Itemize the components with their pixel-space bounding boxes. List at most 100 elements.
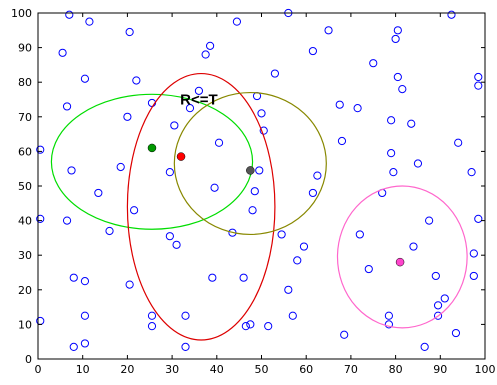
highlighted-point [246,166,255,175]
scatter-point [451,328,461,338]
scatter-point [85,17,94,26]
scatter-point [469,271,478,281]
scatter-point [125,280,134,289]
scatter-point [467,168,476,177]
scatter-point [69,342,78,351]
y-tick-label: 80 [18,76,32,89]
scatter-point [433,311,443,320]
scatter-point [208,273,217,282]
scatter-point [116,162,125,172]
scatter-point [337,136,347,146]
scatter-point [132,76,141,85]
x-tick-label: 70 [344,363,358,376]
scatter-point [80,277,90,286]
scatter-point [170,121,179,130]
scatter-point [393,26,402,35]
scatter-point [65,10,74,19]
y-tick-label: 40 [18,215,32,228]
x-tick-label: 90 [433,363,447,376]
scatter-point [58,48,67,57]
scatter-point [447,10,456,19]
scatter-point [433,301,443,310]
scatter-point [147,311,157,320]
scatter-point [288,311,297,320]
scatter-point [214,138,224,147]
scatter-point [387,149,396,158]
scatter-point [308,46,318,56]
scatter-point [36,214,45,223]
scatter-point [284,285,293,294]
scatter-point [454,138,463,147]
x-tick-label: 30 [165,363,179,376]
scatter-point [125,27,134,37]
scatter-point [185,104,195,113]
scatter-point [420,342,429,351]
scatter-point [387,116,396,125]
scatter-point [393,72,402,82]
scatter-point [210,183,219,192]
scatter-point [250,187,259,196]
scatter-point [308,188,318,198]
scatter-point [248,206,257,215]
scatter-point [469,249,478,258]
scatter-point [67,166,76,175]
scatter-point [335,100,344,109]
scatter-point [270,69,280,78]
scatter-point [123,112,132,121]
scatter-point [130,206,139,215]
scatter-point [440,294,449,303]
x-tick-label: 40 [210,363,224,376]
chart-axes: 0 10 20 30 40 50 60 70 80 90 100 0 10 20 30 40 50 60 70 80 9… [11,7,496,376]
cluster-ellipse [126,72,276,341]
scatter-point [172,240,181,249]
cluster-ellipse [50,93,254,230]
scatter-point [425,216,434,225]
x-tick-label: 20 [120,363,134,376]
y-tick-label: 0 [25,353,32,366]
scatter-point [398,85,407,94]
x-tick-label: 10 [76,363,90,376]
y-tick-label: 20 [18,284,32,297]
scatter-point [205,41,215,50]
scatter-point [474,81,483,90]
scatter-point [299,242,309,251]
scatter-point [355,230,364,239]
scatter-point [384,320,393,329]
y-tick-label: 50 [18,180,32,193]
scatter-point [255,166,264,175]
highlighted-point [147,143,157,153]
scatter-point [391,34,400,44]
scatter-point [259,126,268,135]
highlighted-point [176,152,186,161]
scatter-point [147,322,157,331]
scatter-point [369,59,378,68]
x-tick-label: 60 [299,363,313,376]
scatter-point [80,311,90,320]
scatter-point [257,109,266,118]
scatter-point [239,273,248,282]
scatter-point [389,168,398,177]
y-tick-label: 60 [18,145,32,158]
scatter-point [165,168,174,177]
scatter-point [353,104,362,113]
y-tick-label: 30 [18,249,32,262]
scatter-point [474,214,483,223]
scatter-point [264,322,273,331]
scatter-point [105,226,114,236]
scatter-point [431,271,440,281]
scatter-point [80,74,90,83]
scatter-point [277,230,286,239]
scatter-point [413,159,423,168]
annotation-label: R<=T [180,92,218,109]
y-tick-label: 90 [18,42,32,55]
scatter-point [313,171,322,180]
x-tick-label: 0 [35,363,42,376]
scatter-point [324,26,333,35]
scatter-point [62,102,72,111]
scatter-point [364,264,373,274]
scatter-point [181,342,190,351]
scatter-point [293,256,302,265]
x-tick-label: 100 [475,363,496,376]
y-tick-label: 10 [18,318,32,331]
scatter-point [69,273,78,282]
